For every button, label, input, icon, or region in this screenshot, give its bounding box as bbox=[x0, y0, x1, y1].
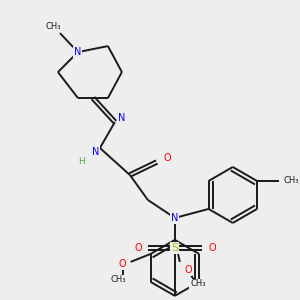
Text: N: N bbox=[92, 147, 100, 157]
Text: O: O bbox=[208, 243, 216, 253]
Text: N: N bbox=[171, 213, 178, 223]
Text: O: O bbox=[163, 153, 171, 163]
Text: O: O bbox=[119, 259, 127, 269]
Text: N: N bbox=[74, 47, 82, 57]
Text: O: O bbox=[184, 265, 192, 275]
Text: S: S bbox=[171, 243, 178, 253]
Text: CH₃: CH₃ bbox=[111, 275, 126, 284]
Text: CH₃: CH₃ bbox=[45, 22, 61, 31]
Text: CH₃: CH₃ bbox=[283, 176, 299, 185]
Text: H: H bbox=[79, 158, 85, 166]
Text: O: O bbox=[134, 243, 142, 253]
Text: CH₃: CH₃ bbox=[190, 279, 206, 288]
Text: N: N bbox=[118, 113, 126, 123]
